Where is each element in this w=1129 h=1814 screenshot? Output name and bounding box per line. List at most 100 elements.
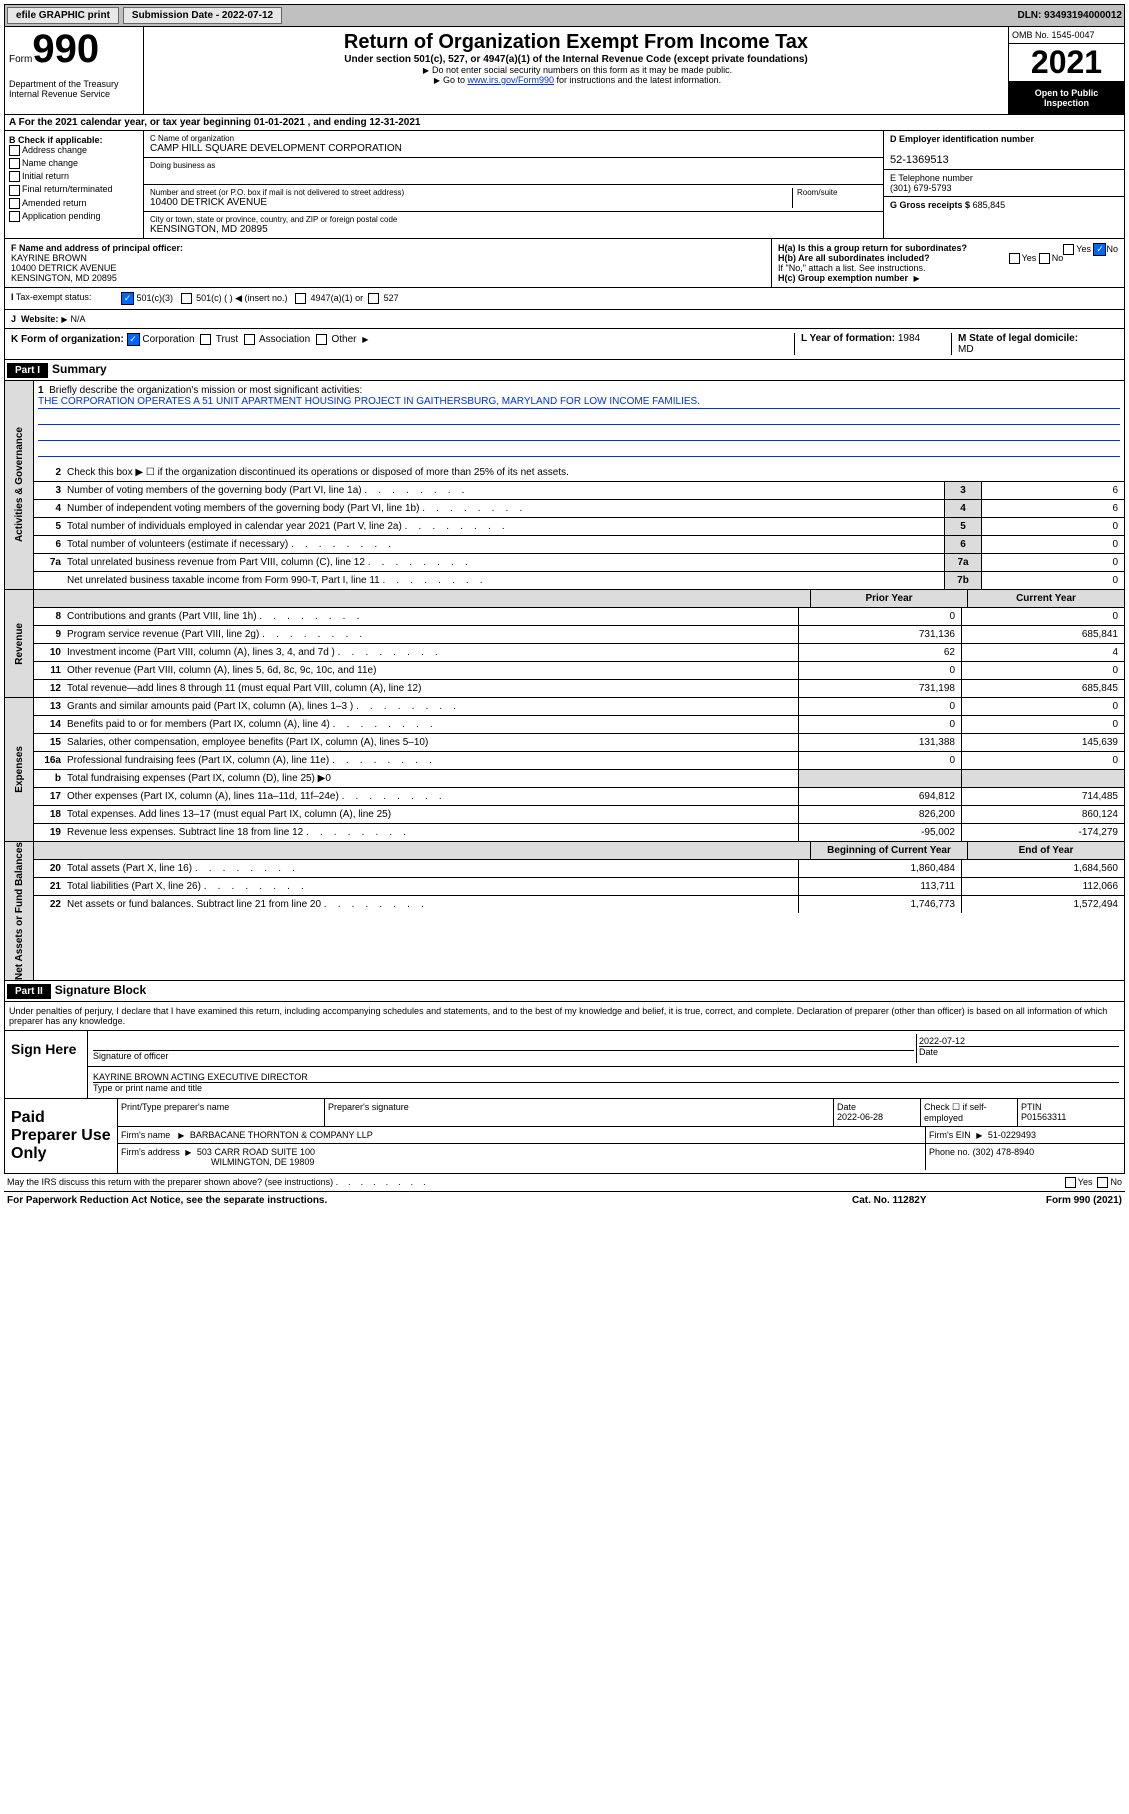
gross-receipts-value: 685,845 — [973, 200, 1006, 210]
submission-date: Submission Date - 2022-07-12 — [123, 7, 282, 24]
dept-treasury: Department of the Treasury Internal Reve… — [9, 79, 139, 99]
prep-sig-label: Preparer's signature — [325, 1099, 834, 1126]
chk-application-pending[interactable]: Application pending — [9, 211, 139, 222]
firm-phone: (302) 478-8940 — [973, 1147, 1035, 1157]
line-21-curr: 112,066 — [961, 878, 1124, 895]
line-3-text: Number of voting members of the governin… — [64, 482, 944, 499]
chk-address-change[interactable]: Address change — [9, 145, 139, 156]
form-subtitle1: Under section 501(c), 527, or 4947(a)(1)… — [148, 54, 1004, 65]
line-4-text: Number of independent voting members of … — [64, 500, 944, 517]
row-k-form-org: K Form of organization: ✓ Corporation Tr… — [4, 329, 1125, 360]
line-14-prior: 0 — [798, 716, 961, 733]
col-c-org-info: C Name of organization CAMP HILL SQUARE … — [144, 131, 883, 238]
side-revenue: Revenue — [5, 590, 34, 697]
sig-name-value: KAYRINE BROWN ACTING EXECUTIVE DIRECTOR — [93, 1072, 1119, 1082]
ptin-value: P01563311 — [1021, 1112, 1066, 1122]
page-footer: For Paperwork Reduction Act Notice, see … — [4, 1192, 1125, 1209]
side-governance: Activities & Governance — [5, 381, 34, 589]
prep-self-employed[interactable]: Check ☐ if self-employed — [921, 1099, 1018, 1126]
form-title: Return of Organization Exempt From Incom… — [148, 31, 1004, 54]
line-13-curr: 0 — [961, 698, 1124, 715]
firm-ein: 51-0229493 — [988, 1130, 1036, 1140]
chk-initial-return[interactable]: Initial return — [9, 171, 139, 182]
line-6-text: Total number of volunteers (estimate if … — [64, 536, 944, 553]
efile-button[interactable]: efile GRAPHIC print — [7, 7, 119, 24]
row-j-website: J Website: N/A — [4, 310, 1125, 329]
line-21-prior: 113,711 — [798, 878, 961, 895]
paid-preparer-label: Paid Preparer Use Only — [5, 1099, 117, 1173]
chk-amended-return[interactable]: Amended return — [9, 198, 139, 209]
chk-final-return[interactable]: Final return/terminated — [9, 184, 139, 195]
line-9-text: Program service revenue (Part VIII, line… — [64, 626, 798, 643]
line-20-prior: 1,860,484 — [798, 860, 961, 877]
row-i-tax-status: I Tax-exempt status: ✓ 501(c)(3) 501(c) … — [4, 288, 1125, 310]
line-5-val: 0 — [981, 518, 1124, 535]
mission-text: THE CORPORATION OPERATES A 51 UNIT APART… — [38, 396, 1120, 409]
line-18-curr: 860,124 — [961, 806, 1124, 823]
tax-year: 2021 — [1009, 44, 1124, 82]
line-4-val: 6 — [981, 500, 1124, 517]
header-right: OMB No. 1545-0047 2021 Open to Public In… — [1008, 27, 1124, 114]
line-16b-text: Total fundraising expenses (Part IX, col… — [64, 770, 798, 787]
line-7a-val: 0 — [981, 554, 1124, 571]
omb-number: OMB No. 1545-0047 — [1009, 27, 1124, 44]
firm-addr2: WILMINGTON, DE 19809 — [211, 1157, 314, 1167]
line-9-curr: 685,841 — [961, 626, 1124, 643]
ein-label: D Employer identification number — [890, 134, 1034, 144]
col-begin-year: Beginning of Current Year — [810, 842, 967, 859]
line-12-curr: 685,845 — [961, 680, 1124, 697]
part2-header: Part IISignature Block — [4, 981, 1125, 1002]
city-value: KENSINGTON, MD 20895 — [150, 224, 877, 235]
chk-name-change[interactable]: Name change — [9, 158, 139, 169]
phone-value: (301) 679-5793 — [890, 183, 952, 193]
line-21-text: Total liabilities (Part X, line 26) — [64, 878, 798, 895]
form-number: 990 — [32, 27, 99, 71]
sig-date-val: 2022-07-12 — [919, 1036, 965, 1046]
phone-label: E Telephone number — [890, 173, 973, 183]
line-14-text: Benefits paid to or for members (Part IX… — [64, 716, 798, 733]
sign-here-label: Sign Here — [5, 1031, 87, 1098]
line-13-prior: 0 — [798, 698, 961, 715]
officer-addr2: KENSINGTON, MD 20895 — [11, 273, 117, 283]
line-5-text: Total number of individuals employed in … — [64, 518, 944, 535]
header-middle: Return of Organization Exempt From Incom… — [144, 27, 1008, 114]
officer-name: KAYRINE BROWN — [11, 253, 87, 263]
line-7b-val: 0 — [981, 572, 1124, 589]
side-expenses: Expenses — [5, 698, 34, 841]
line-7b-text: Net unrelated business taxable income fr… — [64, 572, 944, 589]
line-20-curr: 1,684,560 — [961, 860, 1124, 877]
form-label: Form — [9, 54, 32, 65]
col-h-group: H(a) Is this a group return for subordin… — [771, 239, 1124, 287]
line-15-curr: 145,639 — [961, 734, 1124, 751]
line-17-text: Other expenses (Part IX, column (A), lin… — [64, 788, 798, 805]
col-end-year: End of Year — [967, 842, 1124, 859]
irs-link[interactable]: www.irs.gov/Form990 — [468, 75, 555, 85]
firm-name: BARBACANE THORNTON & COMPANY LLP — [190, 1130, 373, 1140]
chk-501c3[interactable]: ✓ — [121, 292, 134, 305]
part1-netassets: Net Assets or Fund Balances Beginning of… — [4, 842, 1125, 981]
line-17-curr: 714,485 — [961, 788, 1124, 805]
side-netassets: Net Assets or Fund Balances — [5, 842, 34, 980]
chk-corporation[interactable]: ✓ — [127, 333, 140, 346]
part1-revenue: Revenue Prior YearCurrent Year 8Contribu… — [4, 590, 1125, 698]
prep-date: 2022-06-28 — [837, 1112, 883, 1122]
line-14-curr: 0 — [961, 716, 1124, 733]
line-8-curr: 0 — [961, 608, 1124, 625]
row-fh: F Name and address of principal officer:… — [4, 239, 1125, 288]
top-bar: efile GRAPHIC print Submission Date - 20… — [4, 4, 1125, 27]
part1-expenses: Expenses 13Grants and similar amounts pa… — [4, 698, 1125, 842]
line-19-prior: -95,002 — [798, 824, 961, 841]
city-label: City or town, state or province, country… — [150, 215, 877, 224]
line-22-prior: 1,746,773 — [798, 896, 961, 913]
line-19-text: Revenue less expenses. Subtract line 18 … — [64, 824, 798, 841]
sig-officer-label: Signature of officer — [93, 1050, 914, 1061]
line-20-text: Total assets (Part X, line 16) — [64, 860, 798, 877]
line-11-curr: 0 — [961, 662, 1124, 679]
form-subtitle3: Go to www.irs.gov/Form990 for instructio… — [148, 75, 1004, 85]
line-22-curr: 1,572,494 — [961, 896, 1124, 913]
sig-name-label: Type or print name and title — [93, 1082, 1119, 1093]
col-prior-year: Prior Year — [810, 590, 967, 607]
line-8-prior: 0 — [798, 608, 961, 625]
sig-date-label: Date — [919, 1046, 1119, 1057]
header-left: Form990 Department of the Treasury Inter… — [5, 27, 144, 114]
